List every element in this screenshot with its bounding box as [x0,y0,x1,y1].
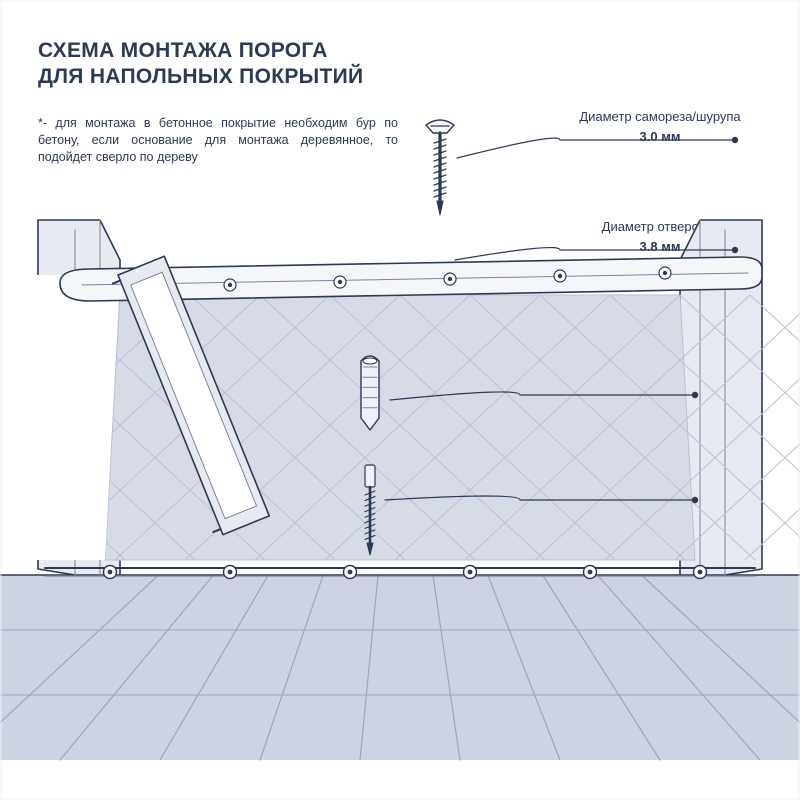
tile-area [0,295,800,560]
floor-planks [0,575,800,760]
dowel-icon [361,356,379,430]
diagram-canvas [0,0,800,800]
bottom-track [45,566,755,579]
screw-icon [426,120,454,215]
